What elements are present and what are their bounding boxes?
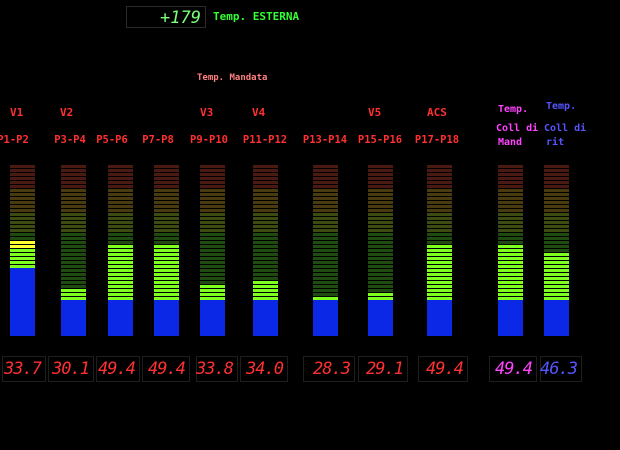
gauge-value-box-p5-p6: 49.4 xyxy=(96,356,140,382)
gauge-value-p9-p10: 33.8 xyxy=(196,359,234,379)
gauge-bar-coll-rit xyxy=(544,163,569,336)
gauge-label-p5-p6: P5-P6 xyxy=(96,134,128,146)
coll-mand-sub1: Coll di xyxy=(496,123,539,134)
gauge-value-box-p9-p10: 33.8 xyxy=(196,356,238,382)
gauge-label-p13-p14: P13-P14 xyxy=(302,134,348,146)
gauge-value-box-coll-mand: 49.4 xyxy=(489,356,537,382)
gauge-value-p3-p4: 30.1 xyxy=(52,359,90,379)
gauge-label-p1-p2: P1-P2 xyxy=(0,134,29,146)
gauge-bar-coll-mand xyxy=(498,163,523,336)
valve-label-v4: V4 xyxy=(252,106,266,119)
gauge-value-p15-p16: 29.1 xyxy=(366,359,404,379)
gauge-value-acs: 49.4 xyxy=(426,359,464,379)
gauge-bar-p13-p14 xyxy=(313,163,338,336)
coll-mand-sub2: Mand xyxy=(498,137,523,148)
valve-label-v2: V2 xyxy=(60,106,74,119)
gauge-label-acs: P17-P18 xyxy=(414,134,460,146)
gauge-value-p11-p12: 34.0 xyxy=(246,359,284,379)
gauge-bar-p15-p16 xyxy=(368,163,393,336)
coll-mand-title: Temp. xyxy=(498,104,529,115)
coll-rit-sub1: Coll di xyxy=(544,123,587,134)
gauge-value-box-p1-p2: 33.7 xyxy=(2,356,46,382)
coll-rit-sub2: rit xyxy=(546,137,565,148)
gauge-label-p11-p12: P11-P12 xyxy=(242,134,288,146)
gauge-value-box-p3-p4: 30.1 xyxy=(48,356,94,382)
gauge-label-p3-p4: P3-P4 xyxy=(54,134,86,146)
external-temp-label: Temp. ESTERNA xyxy=(213,10,300,23)
gauge-value-box-p15-p16: 29.1 xyxy=(358,356,408,382)
gauge-value-box-p13-p14: 28.3 xyxy=(303,356,355,382)
gauge-bar-p11-p12 xyxy=(253,163,278,336)
gauge-bar-acs xyxy=(427,163,452,336)
gauge-value-p5-p6: 49.4 xyxy=(98,359,136,379)
coll-rit-title: Temp. xyxy=(546,101,577,112)
gauge-value-box-p11-p12: 34.0 xyxy=(240,356,288,382)
gauge-label-p15-p16: P15-P16 xyxy=(357,134,403,146)
external-temp-display: +179 xyxy=(126,6,206,28)
gauge-label-p7-p8: P7-P8 xyxy=(142,134,174,146)
gauge-bar-p9-p10 xyxy=(200,163,225,336)
gauge-value-p1-p2: 33.7 xyxy=(4,359,42,379)
gauge-value-box-coll-rit: 46.3 xyxy=(540,356,582,382)
gauge-value-p13-p14: 28.3 xyxy=(313,359,351,379)
valve-label-v1: V1 xyxy=(10,106,24,119)
external-temp-value: +179 xyxy=(160,8,201,28)
valve-label-v5: V5 xyxy=(368,106,382,119)
valve-label-v3: V3 xyxy=(200,106,214,119)
gauge-bar-p5-p6 xyxy=(108,163,133,336)
gauge-label-p9-p10: P9-P10 xyxy=(190,134,228,146)
gauge-bar-p3-p4 xyxy=(61,163,86,336)
gauge-value-coll-rit: 46.3 xyxy=(540,359,578,379)
gauge-value-p7-p8: 49.4 xyxy=(148,359,186,379)
gauge-value-coll-mand: 49.4 xyxy=(495,359,533,379)
gauge-value-box-p7-p8: 49.4 xyxy=(142,356,190,382)
gauge-value-box-acs: 49.4 xyxy=(418,356,468,382)
gauge-bar-p7-p8 xyxy=(154,163,179,336)
gauge-bar-p1-p2 xyxy=(10,163,35,336)
mandata-label: Temp. Mandata xyxy=(197,73,268,83)
valve-label-acs: ACS xyxy=(427,106,447,119)
